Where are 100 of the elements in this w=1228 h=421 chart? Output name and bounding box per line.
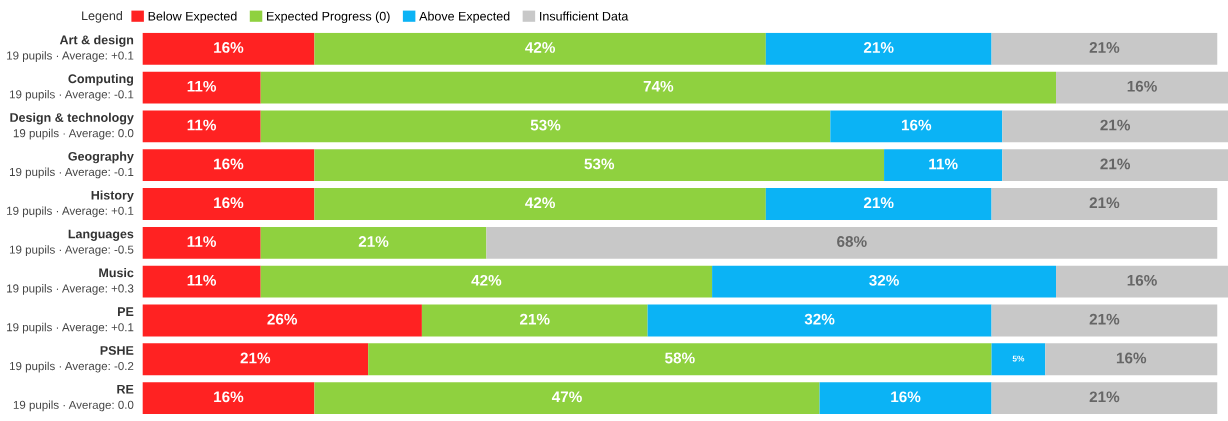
bar: [1056, 265, 1228, 298]
data-label: 58%: [665, 352, 695, 364]
bar: [819, 382, 992, 415]
data-label: 11%: [187, 80, 217, 92]
data-label: 32%: [869, 274, 899, 286]
data-label: 32%: [804, 313, 835, 325]
bar: [830, 110, 1003, 143]
legend-label: Expected Progress (0): [267, 11, 390, 24]
bar: [260, 110, 831, 143]
text: 19 pupils · Average: +0.1: [7, 322, 134, 334]
bar: [1045, 343, 1218, 376]
bar: [260, 226, 487, 259]
text: 19 pupils · Average: 0.0: [13, 400, 134, 412]
bar: [314, 149, 885, 182]
data-label: 53%: [530, 119, 561, 131]
bar: [142, 265, 261, 298]
bar: [368, 343, 992, 376]
bar: [142, 382, 315, 415]
bar: [765, 32, 992, 65]
data-label: 74%: [643, 80, 674, 92]
text: 19 pupils · Average: -0.5: [9, 245, 134, 256]
data-label: 21%: [1089, 42, 1120, 53]
data-label: 5%: [1012, 355, 1025, 362]
data-label: 53%: [584, 158, 615, 170]
data-label: 42%: [471, 274, 502, 286]
y-tick-label: RE: [117, 384, 134, 394]
bar: [142, 226, 261, 259]
data-label: 42%: [525, 197, 556, 209]
bar: [991, 32, 1218, 65]
bar: [1002, 149, 1228, 182]
data-label: 16%: [214, 391, 244, 403]
bar: [260, 71, 1057, 104]
data-label: 21%: [1089, 197, 1120, 209]
bar: [314, 32, 766, 65]
data-label: 21%: [1100, 119, 1131, 131]
bar: [991, 382, 1218, 415]
data-label: 16%: [214, 42, 244, 53]
bar: [142, 149, 315, 182]
y-tick-label: Music: [99, 268, 134, 278]
text: 19 pupils · Average: +0.1: [7, 206, 134, 218]
data-label: 16%: [214, 197, 244, 209]
legend-label: Insufficient Data: [540, 11, 629, 21]
data-label: 16%: [901, 119, 932, 131]
bar: [142, 188, 315, 220]
bar: [1002, 110, 1228, 143]
y-tick-label: Art & design: [59, 35, 134, 47]
data-label: 21%: [863, 42, 894, 53]
data-label: 21%: [358, 236, 389, 247]
data-label: 21%: [1089, 313, 1120, 325]
y-tick-label: Languages: [68, 229, 134, 241]
bar: [765, 188, 992, 220]
text: 19 pupils · Average: +0.3: [7, 284, 134, 295]
bar: [314, 188, 766, 220]
bar: [142, 71, 261, 104]
bar: [486, 226, 1218, 259]
y-tick-label: History: [91, 190, 134, 203]
bar: [142, 110, 261, 143]
data-label: 21%: [1089, 391, 1120, 403]
text: 19 pupils · Average: +0.1: [7, 51, 134, 62]
bar: [260, 265, 713, 298]
data-label: 11%: [187, 236, 217, 247]
y-tick-label: PE: [118, 307, 134, 316]
legend-title: Legend: [82, 11, 122, 23]
legend-label: Above Expected: [419, 11, 510, 24]
bar: [647, 304, 992, 337]
data-label: 47%: [551, 391, 582, 403]
data-label: 21%: [240, 352, 271, 364]
bar: [712, 265, 1057, 298]
bar: [991, 188, 1218, 220]
data-label: 21%: [1100, 158, 1131, 170]
data-label: 68%: [837, 236, 867, 247]
data-label: 16%: [1127, 80, 1157, 92]
text: 19 pupils · Average: -0.1: [9, 89, 134, 101]
bar: [421, 304, 648, 337]
data-label: 16%: [891, 391, 921, 403]
bar: [142, 304, 422, 337]
data-label: 16%: [1127, 274, 1157, 286]
legend-label: Below Expected: [148, 11, 237, 24]
bar: [1056, 71, 1228, 104]
y-tick-label: Design & technology: [10, 112, 134, 125]
data-label: 11%: [929, 158, 958, 170]
data-label: 16%: [1116, 352, 1147, 364]
bar: [991, 304, 1218, 337]
bar: [884, 149, 1003, 182]
data-label: 26%: [267, 313, 298, 325]
data-label: 16%: [214, 158, 244, 170]
data-label: 21%: [519, 313, 550, 325]
data-label: 21%: [863, 197, 894, 209]
y-tick-label: PSHE: [100, 346, 134, 355]
text: 19 pupils · Average: -0.1: [9, 167, 134, 179]
bar: [142, 32, 315, 65]
bar: [314, 382, 820, 415]
y-tick-label: Computing: [68, 73, 134, 86]
y-tick-label: Geography: [68, 151, 134, 164]
text: 19 pupils · Average: 0.0: [13, 128, 134, 140]
data-label: 11%: [187, 119, 217, 131]
data-label: 11%: [187, 274, 217, 286]
bar: [991, 343, 1046, 376]
data-label: 42%: [525, 42, 556, 53]
text: 19 pupils · Average: -0.2: [9, 361, 134, 373]
